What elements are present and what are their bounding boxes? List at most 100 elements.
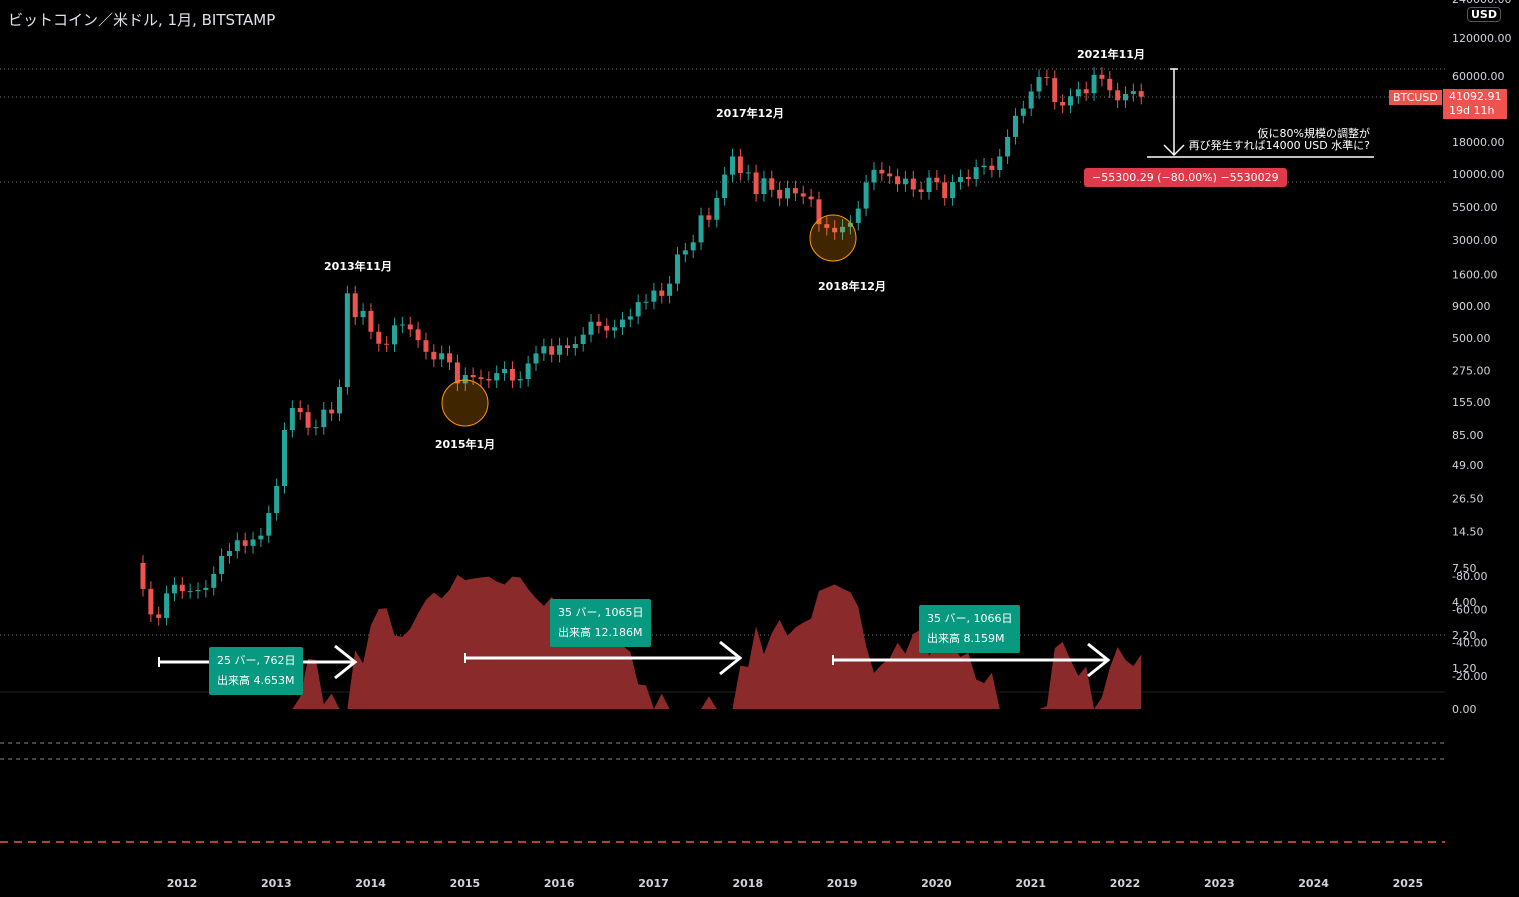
candle-body — [785, 188, 791, 199]
candle-body — [643, 301, 649, 303]
candle-body — [957, 177, 963, 183]
candle-body — [140, 562, 146, 589]
candle-body — [525, 363, 531, 380]
time-tick: 2023 — [1204, 877, 1235, 890]
candle-body — [179, 584, 185, 592]
time-tick: 2021 — [1015, 877, 1046, 890]
chart-title: ビットコイン／米ドル, 1月, BITSTAMP — [8, 11, 276, 29]
candle-body — [258, 535, 264, 540]
candle-body — [855, 208, 861, 223]
candle-body — [1028, 91, 1034, 109]
candle-body — [965, 177, 971, 179]
candle-body — [1115, 90, 1121, 101]
range-volume: 出来高 12.186M — [558, 626, 643, 639]
candle-body — [1052, 78, 1058, 103]
price-tick: 60000.00 — [1452, 70, 1505, 83]
candle-body — [376, 331, 382, 344]
candle-body — [847, 222, 853, 227]
candle-body — [604, 325, 610, 331]
candle-body — [910, 178, 916, 190]
range-box-3: 35 バー, 1066日 出来高 8.159M — [919, 605, 1021, 653]
annotation-text: 仮に80%規模の調整が 再び発生すれば14000 USD 水準に? — [1180, 128, 1370, 152]
candle-body — [627, 316, 633, 320]
candle-body — [730, 156, 735, 175]
candle-body — [1036, 77, 1042, 92]
time-tick: 2020 — [921, 877, 952, 890]
candle-body — [392, 325, 398, 345]
candle-body — [1044, 77, 1050, 79]
candle-body — [777, 189, 783, 199]
candle-body — [289, 408, 295, 431]
price-tick: 275.00 — [1452, 365, 1491, 378]
candle-body — [211, 573, 217, 588]
last-price: 41092.91 — [1449, 90, 1502, 103]
candle-body — [761, 178, 767, 195]
candle-body — [187, 591, 193, 593]
candle-body — [1107, 78, 1113, 91]
candle-body — [329, 409, 335, 414]
candle-body — [274, 486, 280, 514]
candle-body — [470, 375, 476, 378]
candle-body — [659, 290, 665, 296]
candle-body — [619, 319, 625, 328]
candle-body — [816, 199, 822, 225]
candle-body — [509, 368, 515, 381]
time-tick: 2022 — [1110, 877, 1141, 890]
time-tick: 2018 — [732, 877, 763, 890]
indicator-tick: -20.00 — [1452, 670, 1487, 683]
candle-body — [368, 310, 374, 332]
candle-body — [171, 584, 177, 594]
price-tick: 10000.00 — [1452, 168, 1505, 181]
candle-body — [360, 310, 366, 318]
price-tick: 2.20 — [1452, 629, 1477, 642]
candle-body — [439, 353, 445, 360]
candle-body — [156, 614, 162, 618]
highlight-circle-2015 — [441, 379, 489, 427]
candle-body — [714, 198, 720, 220]
time-tick: 2017 — [638, 877, 669, 890]
candle-body — [494, 373, 500, 381]
annotation-line2: 再び発生すれば14000 USD 水準に? — [1188, 139, 1370, 152]
candle-body — [981, 165, 987, 168]
candle-body — [541, 346, 547, 354]
candle-body — [407, 324, 413, 330]
indicator-tick: 0.00 — [1452, 703, 1477, 716]
candle-body — [219, 556, 225, 574]
candle-body — [517, 379, 523, 381]
candle-body — [1075, 89, 1081, 97]
price-tick: 26.50 — [1452, 493, 1484, 506]
time-tick: 2025 — [1393, 877, 1424, 890]
candle-body — [352, 293, 358, 318]
time-tick: 2019 — [827, 877, 858, 890]
candle-body — [895, 176, 901, 185]
candle-body — [612, 327, 618, 331]
range-bars: 25 バー, 762日 — [217, 654, 296, 667]
candle-body — [1005, 136, 1011, 157]
candle-body — [266, 513, 272, 536]
arrow-right-icon — [334, 644, 358, 680]
candle-body — [808, 196, 814, 200]
candle-body — [1020, 108, 1026, 116]
candle-body — [572, 343, 578, 349]
candle-body — [651, 290, 657, 302]
price-tick: 85.00 — [1452, 429, 1484, 442]
indicator-tick: -80.00 — [1452, 570, 1487, 583]
candle-body — [557, 345, 563, 355]
candle-body — [871, 169, 877, 183]
currency-button[interactable]: USD — [1467, 7, 1501, 22]
candle-body — [164, 593, 170, 618]
candle-body — [415, 329, 421, 341]
price-tick: 18000.00 — [1452, 136, 1505, 149]
candle-body — [305, 412, 311, 428]
candle-body — [226, 550, 232, 557]
price-tick: 3000.00 — [1452, 234, 1498, 247]
indicator-tick: -40.00 — [1452, 637, 1487, 650]
date-label: 2015年1月 — [435, 437, 495, 451]
candle-body — [564, 345, 570, 349]
price-tick: 5500.00 — [1452, 201, 1498, 214]
time-tick: 2012 — [167, 877, 198, 890]
time-tick: 2014 — [355, 877, 386, 890]
candle-body — [297, 408, 303, 413]
candle-body — [1060, 102, 1066, 106]
